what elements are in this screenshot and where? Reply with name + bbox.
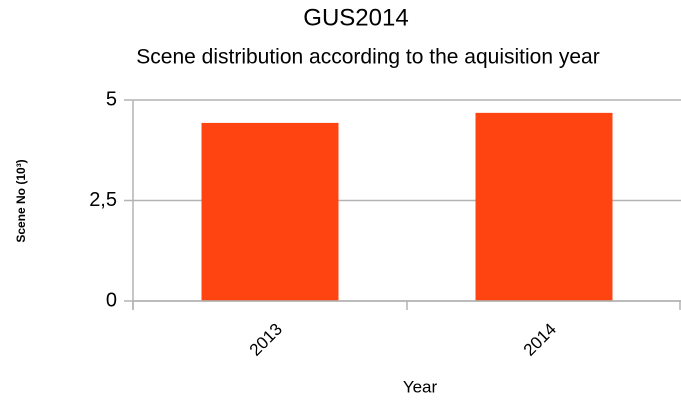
bar — [475, 112, 613, 301]
y-tick-label: 5 — [106, 88, 117, 110]
x-tick-label: 2014 — [520, 320, 560, 360]
chart-subtitle: Scene distribution according to the aqui… — [136, 46, 599, 69]
chart-title: GUS2014 — [303, 4, 408, 31]
y-tick-label: 2,5 — [89, 189, 117, 211]
x-axis-label: Year — [403, 377, 438, 396]
y-tick-label: 0 — [106, 289, 117, 311]
y-axis-label: Scene No (10³) — [14, 159, 28, 242]
bar — [201, 122, 339, 301]
x-tick-label: 2013 — [246, 320, 286, 360]
